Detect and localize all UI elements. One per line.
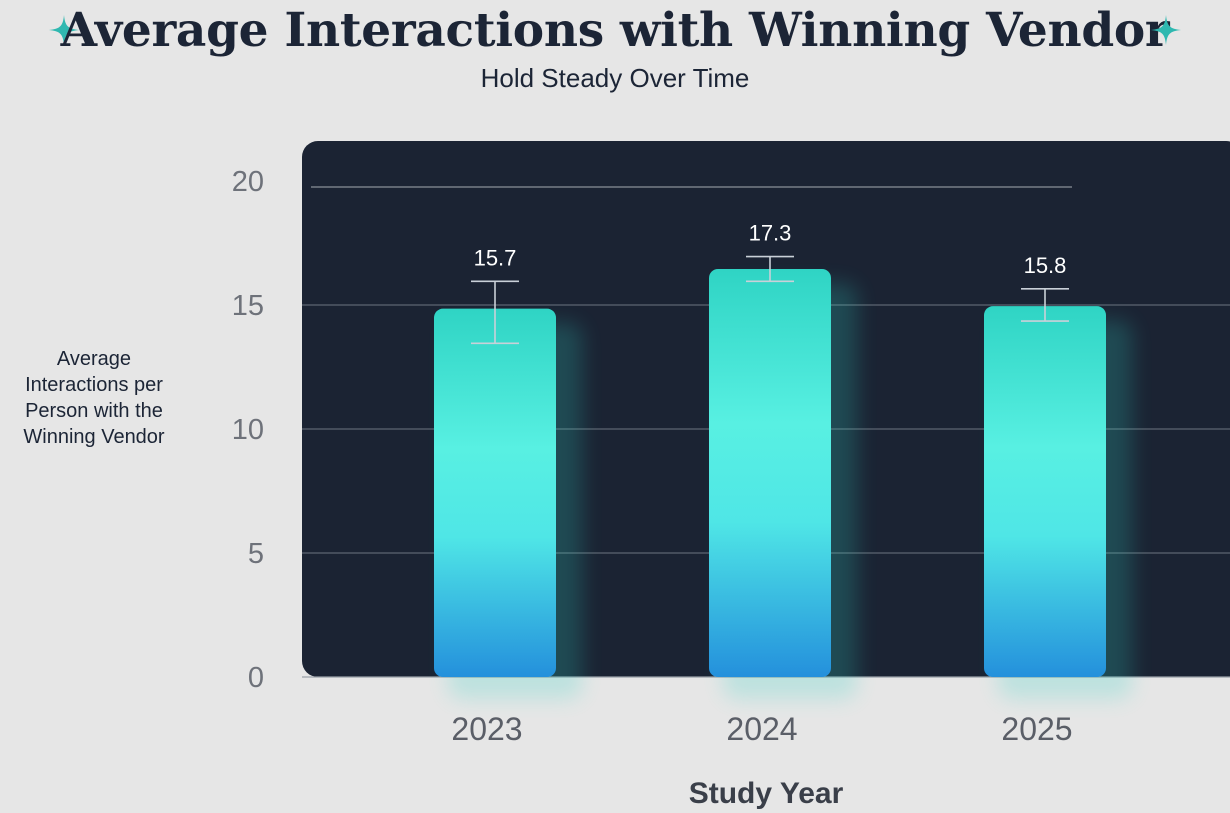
y-tick-label: 15 [232,290,264,322]
data-label: 15.7 [474,245,517,270]
x-tick-label: 2024 [726,711,797,747]
chart-title: Average Interactions with Winning Vendor [60,3,1170,58]
chart-subtitle: Hold Steady Over Time [480,63,750,93]
title-row: Average Interactions with Winning Vendor [0,0,1230,62]
data-label: 17.3 [749,221,792,246]
bar [984,306,1106,677]
y-axis-title: Average Interactions per Person with the… [23,348,165,448]
y-tick-label: 10 [232,414,264,446]
data-label: 15.8 [1024,253,1067,278]
bar [709,268,831,677]
y-tick-label: 5 [248,538,264,570]
x-axis-title: Study Year [688,777,844,810]
bar [434,308,556,677]
y-tick-label: 0 [248,662,264,694]
x-tick-label: 2025 [1001,711,1072,747]
x-tick-label: 2023 [451,711,522,747]
sparkle-icon [1151,15,1181,45]
sparkle-icon [49,15,79,45]
y-tick-label: 20 [232,166,264,198]
